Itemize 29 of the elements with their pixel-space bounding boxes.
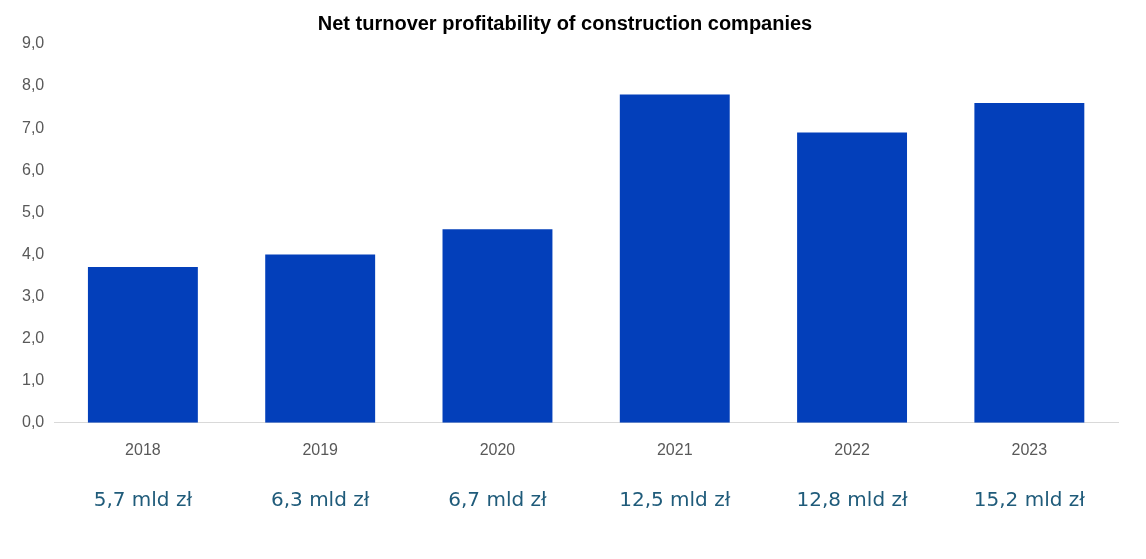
y-tick-label: 2,0 bbox=[21, 329, 45, 347]
bar bbox=[974, 102, 1085, 423]
bar bbox=[619, 94, 730, 423]
x-tick-label: 2018 bbox=[125, 440, 161, 458]
y-tick-label: 4,0 bbox=[21, 244, 45, 262]
chart-title: Net turnover profitability of construction companies bbox=[317, 11, 813, 34]
y-tick-label: 5,0 bbox=[21, 202, 45, 220]
x-tick-label: 2019 bbox=[302, 440, 339, 458]
y-tick-label: 0,0 bbox=[21, 413, 45, 431]
bar bbox=[797, 132, 908, 423]
y-tick-label: 1,0 bbox=[21, 371, 45, 389]
x-tick-label: 2021 bbox=[656, 440, 693, 458]
text: 12,5 mld zł bbox=[619, 487, 731, 511]
x-tick-label: 2020 bbox=[479, 440, 516, 458]
text: 6,7 mld zł bbox=[448, 487, 548, 511]
x-tick-label: 2023 bbox=[1011, 440, 1048, 458]
text: 15,2 mld zł bbox=[973, 487, 1086, 511]
y-tick-label: 7,0 bbox=[21, 118, 45, 136]
y-tick-label: 6,0 bbox=[21, 160, 45, 178]
y-tick-label: 9,0 bbox=[21, 34, 45, 52]
bar bbox=[87, 267, 198, 423]
text: 12,8 mld zł bbox=[796, 487, 908, 511]
x-tick-label: 2022 bbox=[834, 440, 870, 458]
y-tick-label: 3,0 bbox=[21, 286, 45, 304]
text: 6,3 mld zł bbox=[270, 487, 370, 511]
bar bbox=[265, 254, 376, 423]
y-tick-label: 8,0 bbox=[21, 76, 45, 94]
text: 5,7 mld zł bbox=[93, 487, 193, 511]
bar bbox=[442, 229, 553, 423]
